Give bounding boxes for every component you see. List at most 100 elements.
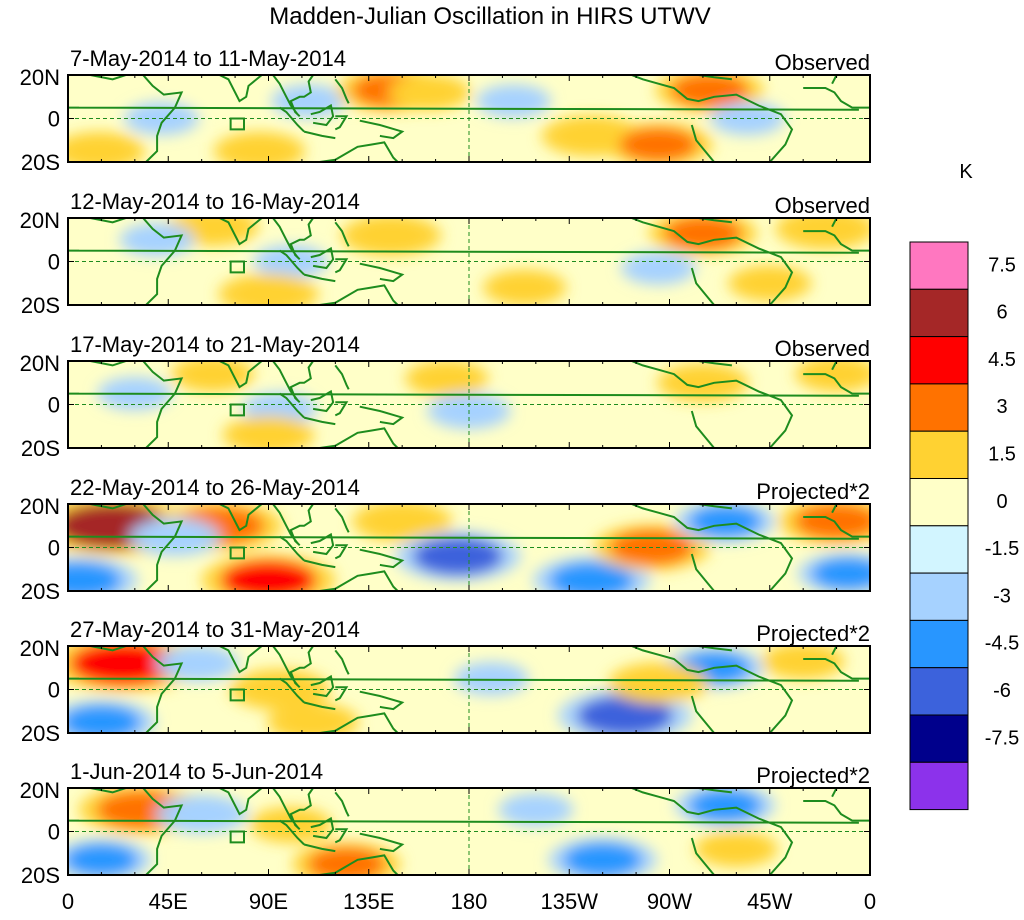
coastline — [279, 819, 305, 846]
lat-label: 0 — [48, 393, 60, 418]
anomaly-core — [355, 219, 428, 252]
colorbar-level-label: 4.5 — [988, 349, 1016, 371]
lon-tick-label: 90E — [249, 889, 288, 914]
coastline — [359, 405, 405, 426]
anomaly-core — [252, 395, 307, 422]
lat-label: 0 — [48, 536, 60, 561]
coastlines — [68, 788, 870, 875]
coastline — [310, 389, 335, 413]
panel-date-range: 7-May-2014 to 11-May-2014 — [70, 46, 346, 71]
coastline — [68, 504, 184, 591]
lat-label: 0 — [48, 250, 60, 275]
lat-label: 20N — [20, 778, 60, 803]
lon-tick-label: 45W — [747, 889, 792, 914]
coastline — [631, 361, 794, 448]
coastline — [68, 535, 859, 540]
lon-tick-label: 135E — [343, 889, 394, 914]
lon-tick-label: 0 — [62, 889, 74, 914]
anomaly-core — [670, 75, 749, 108]
anomaly-core — [549, 562, 634, 591]
anomaly-core — [281, 88, 336, 115]
anomaly-core — [563, 842, 642, 875]
coastline — [303, 273, 336, 283]
coastline — [219, 361, 263, 389]
coastline — [690, 410, 715, 448]
coastline — [831, 646, 838, 656]
colorbar-level-label: 6 — [996, 302, 1007, 324]
coastline — [334, 258, 349, 274]
coastline — [334, 364, 350, 390]
coastline — [303, 701, 336, 711]
coastline — [334, 828, 349, 844]
coastline — [310, 532, 335, 556]
coastline — [334, 507, 350, 533]
coastline — [831, 788, 838, 798]
panel-3: 20N 0 20S 17-May-2014 to 21-May-2014 Observe… — [20, 332, 871, 461]
lat-label: 20S — [21, 863, 60, 888]
anomaly-core — [366, 505, 439, 538]
coastline — [219, 75, 263, 103]
coastline — [334, 78, 350, 104]
anomaly-core — [508, 796, 563, 823]
coastline — [219, 218, 263, 246]
lat-label: 20S — [21, 436, 60, 461]
coastline — [831, 75, 838, 85]
colorbar-level-label: -1.5 — [985, 538, 1019, 560]
coastline — [272, 646, 314, 689]
coastline — [303, 130, 336, 140]
coastline — [279, 392, 305, 419]
coastline — [831, 361, 838, 371]
coastline — [303, 416, 336, 426]
lat-label: 0 — [48, 678, 60, 703]
panel-date-range: 1-Jun-2014 to 5-Jun-2014 — [70, 759, 323, 784]
anomaly-core — [622, 666, 695, 699]
coastline — [690, 124, 715, 162]
coastline — [631, 788, 794, 875]
coastlines — [68, 361, 870, 448]
coastlines — [68, 75, 870, 162]
panel-1: 20N 0 20S 7-May-2014 to 11-May-2014 Observed — [20, 46, 871, 175]
panel-date-range: 22-May-2014 to 26-May-2014 — [70, 475, 360, 500]
colorbar-swatch — [909, 478, 969, 527]
colorbar-swatch — [909, 572, 969, 621]
coastline — [310, 103, 335, 127]
coastlines — [68, 218, 870, 305]
panel-date-range: 17-May-2014 to 21-May-2014 — [70, 332, 360, 357]
anomaly-core — [486, 88, 541, 115]
anomaly-core — [192, 75, 247, 102]
coastline — [303, 559, 336, 569]
coastline — [803, 800, 870, 822]
anomaly-core — [663, 218, 742, 251]
coastline — [803, 658, 870, 680]
anomaly-core — [235, 419, 302, 448]
coastline — [68, 218, 184, 305]
colorbar-swatch — [909, 336, 969, 385]
panel-status: Observed — [775, 193, 870, 218]
anomaly-core — [794, 504, 870, 540]
coastline — [359, 262, 405, 283]
lat-label: 20N — [20, 636, 60, 661]
colorbar-level-label: 0 — [996, 491, 1007, 513]
lat-label: 20S — [21, 150, 60, 175]
coastline — [272, 218, 314, 261]
lat-label: 20N — [20, 351, 60, 376]
coastline — [334, 115, 349, 131]
coastlines — [68, 504, 870, 591]
anomaly-core — [260, 810, 321, 839]
coastline — [219, 646, 263, 674]
coastline — [631, 75, 794, 162]
anomaly-core — [689, 505, 762, 538]
anomaly-core — [739, 269, 800, 298]
panel-date-range: 27-May-2014 to 31-May-2014 — [70, 617, 360, 642]
colorbar-level-label: 7.5 — [988, 254, 1016, 276]
coastline — [219, 504, 263, 532]
lon-tick-label: 90W — [647, 889, 692, 914]
panel-6: 20N 0 20S 1-Jun-2014 to 5-Jun-2014 Projected… — [20, 759, 871, 888]
anomaly-core — [398, 78, 459, 107]
anomaly-core — [68, 843, 138, 875]
anomaly-core — [220, 560, 317, 591]
coastline — [803, 373, 870, 395]
coastline — [359, 832, 405, 853]
coastline — [279, 535, 305, 562]
